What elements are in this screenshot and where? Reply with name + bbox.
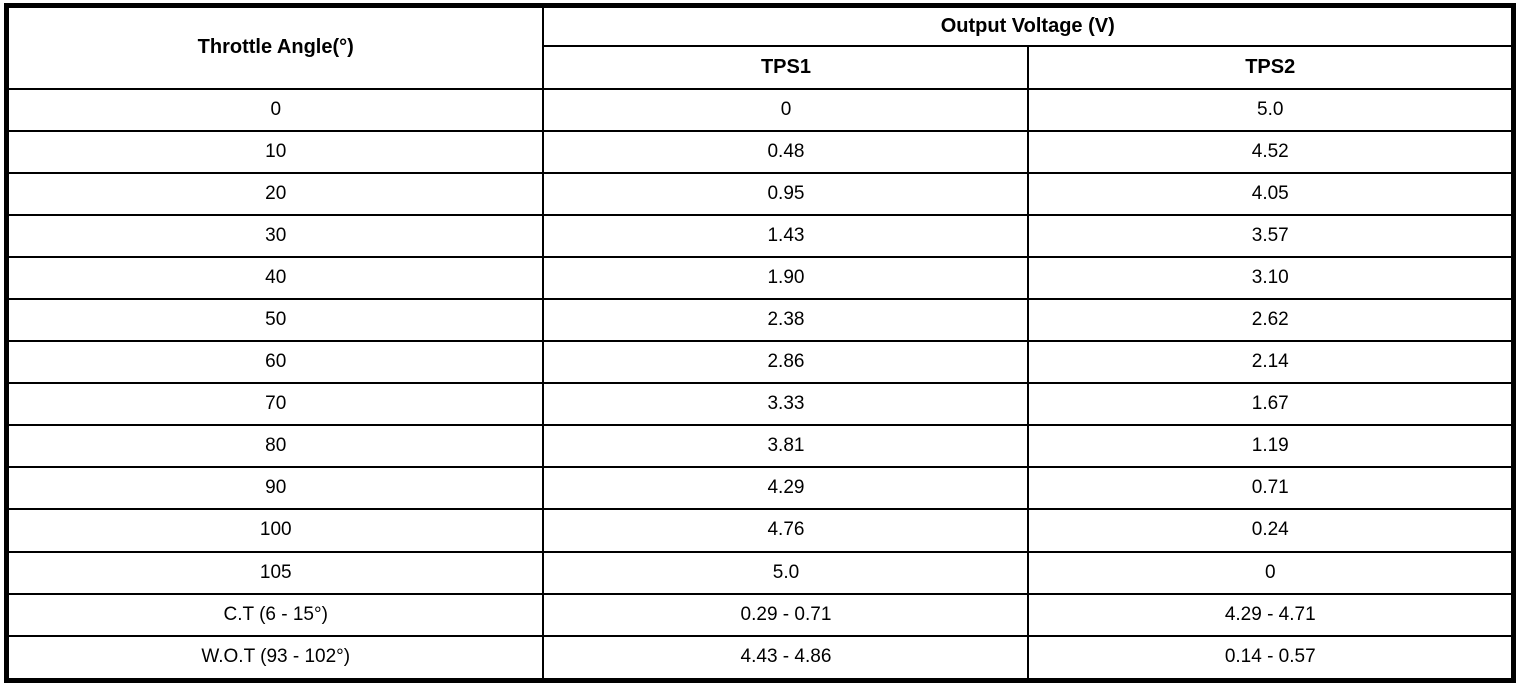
tps1-value-cell: 2.38 — [542, 297, 1030, 343]
table-row: 100 4.76 0.24 — [5, 508, 1515, 553]
throttle-angle-cell: 0 — [5, 87, 545, 132]
tps2-column-header: TPS2 — [1027, 44, 1515, 90]
tps1-value-cell: 1.90 — [542, 255, 1030, 300]
tps2-value-cell: 0.71 — [1027, 466, 1515, 511]
table-row: 70 3.33 1.67 — [5, 382, 1515, 427]
table-row: 60 2.86 2.14 — [5, 340, 1515, 385]
throttle-angle-cell: 60 — [5, 340, 545, 385]
tps1-value-cell: 4.76 — [542, 508, 1030, 553]
tps2-value-cell: 4.29 - 4.71 — [1027, 592, 1515, 637]
table-row: C.T (6 - 15°) 0.29 - 0.71 4.29 - 4.71 — [5, 592, 1515, 637]
tps2-value-cell: 3.10 — [1027, 255, 1515, 300]
tps2-value-cell: 0 — [1027, 550, 1515, 595]
tps2-value-cell: 3.57 — [1027, 213, 1515, 258]
tps1-value-cell: 3.33 — [542, 382, 1030, 427]
output-voltage-header: Output Voltage (V) — [542, 4, 1515, 47]
table-row: 105 5.0 0 — [5, 550, 1515, 595]
table-header: Throttle Angle(°) Output Voltage (V) TPS… — [5, 4, 1515, 90]
table-body: 0 0 5.0 10 0.48 4.52 20 0.95 4.05 30 1.43 3.57 40 1.9… — [5, 87, 1515, 682]
table-row: 0 0 5.0 — [5, 87, 1515, 132]
throttle-angle-cell: W.O.T (93 - 102°) — [5, 634, 545, 682]
tps2-value-cell: 0.24 — [1027, 508, 1515, 553]
throttle-angle-cell: 100 — [5, 508, 545, 553]
throttle-angle-cell: 90 — [5, 466, 545, 511]
tps1-value-cell: 0.29 - 0.71 — [542, 592, 1030, 637]
table-row: 10 0.48 4.52 — [5, 129, 1515, 174]
tps1-value-cell: 4.43 - 4.86 — [542, 634, 1030, 682]
throttle-angle-cell: 30 — [5, 213, 545, 258]
tps2-value-cell: 5.0 — [1027, 87, 1515, 132]
table-row: 20 0.95 4.05 — [5, 171, 1515, 216]
throttle-angle-cell: 40 — [5, 255, 545, 300]
table-row: 40 1.90 3.10 — [5, 255, 1515, 300]
tps2-value-cell: 1.67 — [1027, 382, 1515, 427]
table-row: 30 1.43 3.57 — [5, 213, 1515, 258]
tps1-value-cell: 4.29 — [542, 466, 1030, 511]
tps2-value-cell: 1.19 — [1027, 424, 1515, 469]
tps2-value-cell: 2.62 — [1027, 297, 1515, 343]
tps1-value-cell: 1.43 — [542, 213, 1030, 258]
tps1-value-cell: 0.48 — [542, 129, 1030, 174]
throttle-angle-cell: 80 — [5, 424, 545, 469]
tps1-value-cell: 2.86 — [542, 340, 1030, 385]
tps2-value-cell: 0.14 - 0.57 — [1027, 634, 1515, 682]
tps2-value-cell: 4.05 — [1027, 171, 1515, 216]
throttle-angle-cell: 20 — [5, 171, 545, 216]
table-row: W.O.T (93 - 102°) 4.43 - 4.86 0.14 - 0.57 — [5, 634, 1515, 682]
throttle-angle-cell: C.T (6 - 15°) — [5, 592, 545, 637]
tps1-value-cell: 0 — [542, 87, 1030, 132]
tps2-value-cell: 4.52 — [1027, 129, 1515, 174]
tps1-column-header: TPS1 — [542, 44, 1030, 90]
tps1-value-cell: 0.95 — [542, 171, 1030, 216]
tps-voltage-table: Throttle Angle(°) Output Voltage (V) TPS… — [4, 3, 1516, 683]
throttle-angle-cell: 70 — [5, 382, 545, 427]
throttle-angle-cell: 105 — [5, 550, 545, 595]
tps1-value-cell: 3.81 — [542, 424, 1030, 469]
header-row-group: Throttle Angle(°) Output Voltage (V) — [5, 4, 1515, 90]
table-row: 80 3.81 1.19 — [5, 424, 1515, 469]
table-row: 90 4.29 0.71 — [5, 466, 1515, 511]
throttle-angle-header: Throttle Angle(°) — [5, 4, 545, 90]
tps2-value-cell: 2.14 — [1027, 340, 1515, 385]
tps1-value-cell: 5.0 — [542, 550, 1030, 595]
throttle-angle-cell: 10 — [5, 129, 545, 174]
throttle-angle-cell: 50 — [5, 297, 545, 343]
table-row: 50 2.38 2.62 — [5, 297, 1515, 343]
header-row-sub: TPS1 TPS2 — [7, 44, 1515, 90]
